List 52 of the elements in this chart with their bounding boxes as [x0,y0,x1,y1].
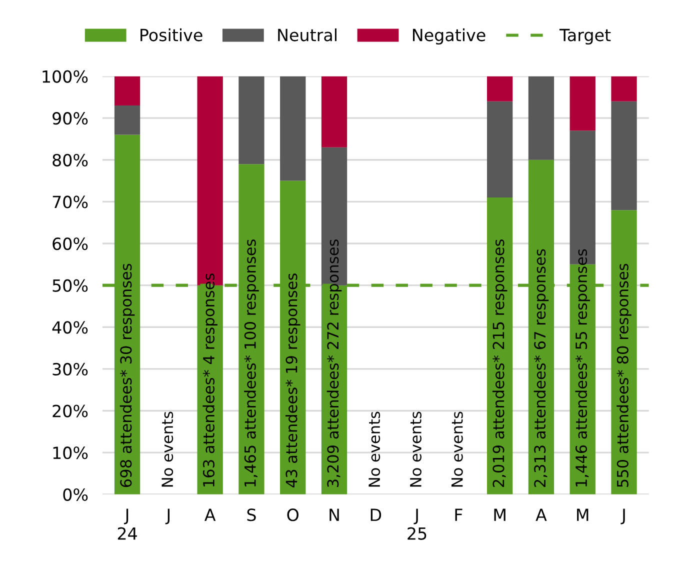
x-tick-label: A [536,508,547,521]
annotation: No events [452,412,463,487]
annotation: 1,465 attendees* 100 responses [244,240,259,486]
x-tick-label: A [204,508,216,521]
bar [611,76,637,102]
annotation: 550 attendees* 80 responses [616,264,632,487]
annotation: 2,019 attendees* 215 responses [492,240,508,487]
bar [487,101,513,198]
x-tick-label: J [165,508,170,524]
legend-label: Neutral [278,28,336,42]
bar [238,76,264,164]
annotation: 698 attendees* 30 responses [120,264,135,488]
y-tick-label: 50% [52,279,88,292]
x-tick-label: J [620,508,625,524]
x-tick-label: J 24 [118,508,137,540]
bar [487,76,513,102]
x-tick-label: D [370,508,382,521]
annotation: 2,313 attendees* 67 responses [534,249,549,487]
x-tick-label: F [455,508,462,521]
annotation: No events [410,412,422,487]
y-tick-label: 90% [52,112,88,125]
y-tick-label: 60% [52,237,88,250]
legend-label: Positive [140,28,202,42]
legend-label: Negative [412,28,486,45]
annotation: 43 attendees* 19 responses [285,274,300,488]
bar [321,76,348,148]
y-tick-label: 70% [52,196,88,208]
bar [280,76,306,181]
annotation: No events [162,412,174,487]
annotation: 163 attendees* 4 responses [202,274,218,486]
annotation: 1,446 attendees* 55 responses [575,249,590,486]
bar [570,76,596,131]
bar [611,101,637,210]
bar [114,106,140,135]
bar [114,76,140,106]
x-tick-label: N [330,508,339,521]
x-tick-label: S [247,508,256,522]
y-tick-label: 10% [53,446,88,460]
y-tick-label: 30% [52,362,88,376]
y-tick-label: 100% [42,70,88,83]
y-tick-label: 0% [63,488,88,501]
x-tick-label: J 25 [408,508,426,540]
x-tick-label: M [494,508,506,521]
y-tick-label: 20% [52,404,88,418]
x-tick-label: M [577,508,588,521]
legend-label: Target [559,28,611,45]
annotation: No events [368,412,380,487]
y-tick-label: 40% [52,321,88,334]
annotation: 3,209 attendees* 272 responses [326,240,342,487]
x-tick-label: O [287,508,298,522]
y-tick-label: 80% [52,154,88,166]
bar [528,76,554,160]
